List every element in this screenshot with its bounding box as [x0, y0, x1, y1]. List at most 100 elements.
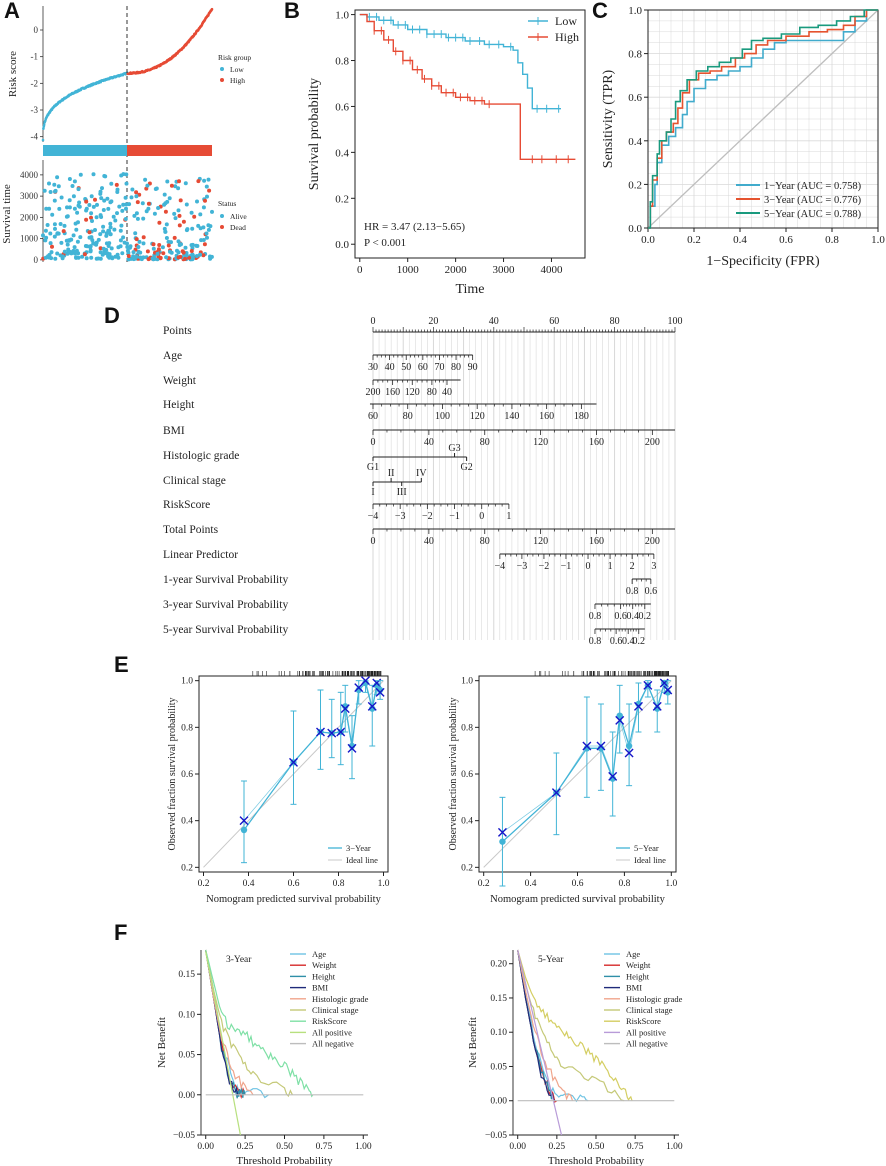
survival-time-point: [184, 202, 189, 207]
dca-legend-label: RiskScore: [312, 1016, 347, 1026]
nomogram-tick-label: −4: [495, 561, 506, 572]
survival-time-point: [112, 227, 117, 232]
panel-label-d: D: [104, 303, 120, 328]
nomogram-tick-label: 50: [401, 362, 411, 373]
survival-time-point: [124, 206, 128, 211]
panel-b-km-plot: 0 1000 2000 3000 4000 0.0 0.2 0.4 0.6 0.8 1.0 Time S…: [307, 9, 586, 297]
calibration-observed-point: [616, 712, 623, 719]
calibration-corrected-x-marker: [551, 788, 561, 798]
roc-legend-label: 5−Year (AUC = 0.788): [764, 209, 862, 220]
survival-time-point: [205, 194, 209, 199]
survival-time-point: [184, 253, 189, 258]
nomogram-row-label: Points: [163, 325, 192, 337]
survival-time-point: [126, 254, 131, 258]
survival-time-point: [77, 200, 82, 205]
survival-time-point: [52, 198, 57, 203]
survival-time-point: [134, 194, 139, 199]
nomogram-tick-label: 0: [586, 561, 591, 572]
survival-time-point: [145, 249, 150, 254]
survival-time-point: [176, 250, 181, 255]
survival-time-point: [94, 215, 99, 220]
survival-time-point: [206, 177, 211, 182]
survival-time-y-tick-label: 4000: [20, 170, 39, 180]
survival-time-point: [162, 192, 167, 197]
survival-time-point: [49, 250, 54, 255]
survival-time-point: [115, 211, 119, 216]
survival-time-point: [96, 237, 101, 242]
survival-time-point: [151, 246, 156, 251]
survival-time-point: [65, 242, 70, 247]
survival-time-point: [199, 238, 204, 243]
nomogram-tick-label: 140: [504, 411, 519, 422]
nomogram-tick-label: 0.2: [633, 636, 646, 647]
survival-time-y-tick-label: 2000: [20, 212, 39, 222]
calibration-x-tick-label: 0.2: [478, 879, 490, 889]
dca-y-label: Net Benefit: [156, 1017, 168, 1068]
survival-time-point: [143, 177, 148, 182]
survival-time-point: [98, 213, 103, 218]
risk-score-point: [42, 123, 46, 127]
survival-time-point: [138, 250, 143, 255]
survival-time-point: [134, 190, 139, 195]
dca-x-tick-label: 1.00: [666, 1142, 683, 1152]
survival-time-point: [84, 199, 89, 204]
dca-legend-label: Age: [312, 949, 326, 959]
nomogram-points-label: 100: [668, 316, 683, 327]
calibration-legend-label: 5−Year: [634, 843, 659, 853]
calibration-observed-line: [502, 680, 669, 843]
nomogram-tick-label: −1: [561, 561, 572, 572]
survival-time-point: [53, 188, 58, 193]
nomogram-tick-label: 80: [480, 437, 490, 448]
dca-x-tick-label: 0.25: [549, 1142, 566, 1152]
survival-time-point: [95, 202, 99, 207]
survival-time-point: [78, 235, 83, 240]
survival-time-point: [50, 244, 54, 249]
dca-x-tick-label: 0.75: [316, 1142, 333, 1152]
survival-time-point: [123, 195, 128, 200]
km-y-tick-label: 0.6: [335, 101, 349, 113]
dca-y-tick-label: 0.10: [178, 1010, 195, 1020]
dca-legend-label: Histologic grade: [312, 994, 369, 1004]
calibration-x-label: Nomogram predicted survival probability: [490, 894, 665, 905]
survival-time-point: [44, 235, 49, 240]
survival-time-point: [65, 205, 69, 210]
nomogram-tick-label: G2: [461, 462, 473, 473]
survival-time-point: [93, 197, 97, 202]
survival-time-point: [114, 182, 119, 187]
survival-time-point: [93, 228, 97, 232]
survival-time-point: [116, 245, 121, 250]
survival-time-point: [124, 172, 129, 177]
survival-time-point: [136, 245, 141, 249]
survival-time-point: [129, 195, 134, 200]
nomogram-points-label: 0: [371, 316, 376, 327]
nomogram-tick-label: −2: [422, 511, 433, 522]
dca-legend-label: Clinical stage: [626, 1005, 673, 1015]
nomogram-tick-label: 200: [645, 536, 660, 547]
dca-curve: [205, 949, 270, 1099]
dca-legend-label: All positive: [312, 1027, 352, 1037]
nomogram-tick-label: 0.8: [626, 586, 639, 597]
dca-y-tick-label: 0.15: [490, 994, 507, 1004]
survival-time-point: [94, 240, 99, 245]
calibration-observed-point: [625, 742, 633, 750]
survival-time-point: [56, 184, 61, 189]
survival-time-point: [98, 191, 103, 196]
survival-time-point: [177, 223, 182, 228]
survival-time-point: [162, 226, 167, 231]
survival-time-point: [90, 219, 94, 223]
nomogram-tick-label: 80: [403, 411, 413, 422]
survival-time-point: [55, 231, 60, 236]
survival-time-point: [158, 255, 163, 260]
nomogram-tick-label: 160: [385, 387, 400, 398]
survival-time-point: [109, 181, 114, 186]
survival-time-point: [164, 236, 169, 240]
nomogram-tick-label: 0: [371, 437, 376, 448]
km-y-label: Survival probability: [307, 78, 322, 190]
dca-curve: [517, 949, 563, 1136]
roc-x-tick-label: 1.0: [871, 234, 885, 246]
dca-y-tick-label: 0.20: [490, 960, 507, 970]
survival-time-point: [55, 251, 60, 256]
roc-x-tick-label: 0.0: [641, 234, 655, 246]
roc-curve-3year: [648, 9, 878, 229]
dca-x-tick-label: 0.00: [509, 1142, 526, 1152]
